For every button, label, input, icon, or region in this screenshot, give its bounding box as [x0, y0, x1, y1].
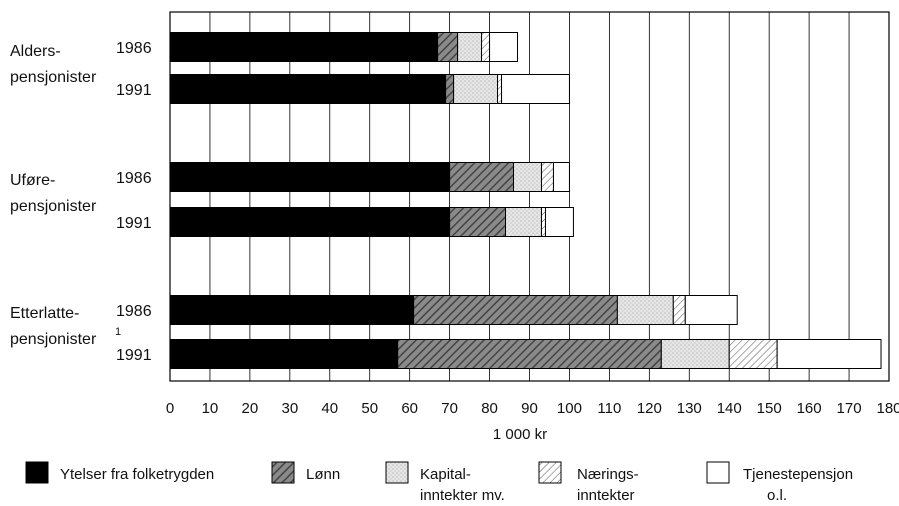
bar-segment: [660, 339, 730, 369]
x-tick-label: 90: [521, 400, 538, 417]
bars: [169, 32, 882, 369]
x-tick-label: 10: [202, 400, 219, 417]
bar-segment: [169, 32, 439, 62]
bar-segment: [445, 74, 455, 104]
bar-segment: [672, 295, 686, 325]
x-tick-label: 40: [321, 400, 338, 417]
bar-segment: [449, 207, 507, 237]
bar-segment: [397, 339, 662, 369]
row-labels: 1986 1991 1986 1991 1986 1991 Alders-pensjonis…: [10, 40, 152, 364]
bar-segment: [489, 32, 519, 62]
x-tick-label: 100: [557, 400, 582, 417]
legend: Ytelser fra folketrygden Lønn Kapital-innt…: [25, 461, 853, 504]
legend-swatch: [25, 461, 49, 484]
legend-label: Lønn: [306, 466, 340, 483]
bar-segment: [449, 162, 515, 192]
bar-segment: [513, 162, 542, 192]
bar-segment: [169, 295, 415, 325]
x-tick-label: 30: [281, 400, 298, 417]
group-footnote: 1: [115, 326, 121, 338]
legend-swatch: [538, 461, 562, 484]
x-tick-label: 80: [481, 400, 498, 417]
bar-segment: [169, 74, 447, 104]
bar-segment: [169, 339, 399, 369]
legend-label: inntekter mv.: [420, 487, 505, 504]
x-tick-label: 180: [876, 400, 899, 417]
x-tick-label: 130: [677, 400, 702, 417]
group-label: pensjonister: [10, 331, 97, 348]
legend-swatch: [385, 461, 409, 484]
x-axis-ticks: 0 10 20 30 40 50 60 70 80 90 100 110 120 130 140 150 160…: [166, 400, 899, 417]
bar-segment: [457, 32, 483, 62]
bar-segment: [505, 207, 542, 237]
x-tick-label: 120: [637, 400, 662, 417]
bar-segment: [616, 295, 674, 325]
group-label: pensjonister: [10, 69, 97, 86]
legend-label: inntekter: [577, 487, 635, 504]
x-tick-label: 20: [242, 400, 259, 417]
bar-segment: [776, 339, 882, 369]
x-tick-label: 150: [757, 400, 782, 417]
legend-label: Nærings-: [577, 466, 639, 483]
group-label: Uføre-: [10, 172, 55, 189]
group-label: pensjonister: [10, 198, 97, 215]
group-label: Etterlatte-: [10, 305, 79, 322]
legend-swatch: [706, 461, 730, 484]
bar-segment: [169, 207, 451, 237]
legend-label: o.l.: [767, 487, 787, 504]
bar-segment: [497, 74, 503, 104]
bar-segment: [481, 32, 491, 62]
x-axis-label: 1 000 kr: [493, 426, 547, 443]
year-label: 1986: [116, 170, 152, 187]
bar-segment: [169, 162, 451, 192]
bar-segment: [552, 162, 570, 192]
group-label: Alders-: [10, 43, 61, 60]
year-label: 1986: [116, 303, 152, 320]
year-label: 1991: [116, 82, 152, 99]
year-label: 1986: [116, 40, 152, 57]
x-tick-label: 110: [597, 400, 621, 417]
bar-segment: [540, 162, 554, 192]
bar-segment: [453, 74, 499, 104]
bar-segment: [413, 295, 618, 325]
legend-label: Kapital-: [420, 466, 471, 483]
x-tick-label: 170: [837, 400, 862, 417]
bar-segment: [544, 207, 574, 237]
bar-segment: [437, 32, 459, 62]
bar-segment: [540, 207, 546, 237]
legend-label: Tjenestepensjon: [743, 466, 853, 483]
x-tick-label: 0: [166, 400, 174, 417]
bar-segment: [501, 74, 570, 104]
bar-segment: [728, 339, 778, 369]
legend-label: Ytelser fra folketrygden: [60, 466, 214, 483]
legend-swatch: [271, 461, 295, 484]
bar-segment: [684, 295, 738, 325]
x-tick-label: 60: [401, 400, 418, 417]
x-tick-label: 70: [441, 400, 458, 417]
x-tick-label: 160: [797, 400, 822, 417]
year-label: 1991: [116, 347, 152, 364]
x-tick-label: 140: [717, 400, 742, 417]
year-label: 1991: [116, 215, 152, 232]
x-tick-label: 50: [361, 400, 378, 417]
